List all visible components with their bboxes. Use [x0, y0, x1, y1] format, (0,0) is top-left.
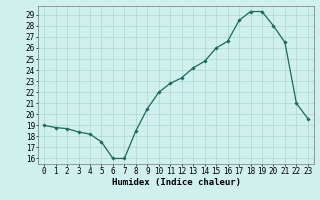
X-axis label: Humidex (Indice chaleur): Humidex (Indice chaleur): [111, 178, 241, 187]
